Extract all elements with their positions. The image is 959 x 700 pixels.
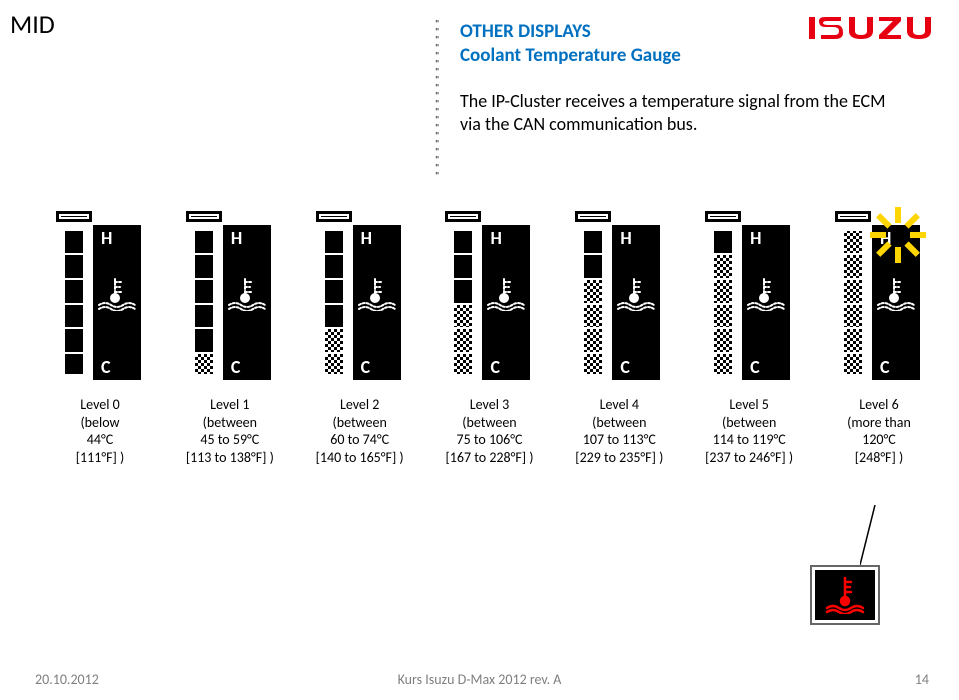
thermometer-icon xyxy=(227,277,267,311)
gauge-label-h: H xyxy=(361,227,372,249)
gauge-label-h: H xyxy=(490,227,501,249)
page-title: MID xyxy=(10,8,55,40)
gauge-caption: Level 5(between114 to 119°C[237 to 246°F… xyxy=(687,396,812,466)
gauge-level-4: H C Level 4(between107 to 113°C[229 to 235… xyxy=(559,225,679,466)
gauges-row: H C Level 0(below44°C[111°F] ) H C Level 1(be… xyxy=(40,225,939,466)
gauge-label-c: C xyxy=(490,356,500,378)
section-heading: OTHER DISPLAYS xyxy=(460,20,591,43)
gauge-caption: Level 3(between75 to 106°C[167 to 228°F]… xyxy=(427,396,552,466)
decorative-quotes: """""""""""""""""""" xyxy=(435,20,439,180)
gauge-label-c: C xyxy=(880,356,890,378)
temperature-warning-icon xyxy=(823,576,867,614)
gauge-caption: Level 6(more than120°C[248°F] ) xyxy=(816,396,941,466)
gauge-label-h: H xyxy=(880,227,891,249)
gauge-label-c: C xyxy=(101,356,111,378)
section-subheading: Coolant Temperature Gauge xyxy=(460,44,681,67)
gauge-caption: Level 4(between107 to 113°C[229 to 235°F… xyxy=(557,396,682,466)
gauge-level-1: H C Level 1(between45 to 59°C[113 to 138°F… xyxy=(170,225,290,466)
gauge-label-c: C xyxy=(231,356,241,378)
gauge-label-h: H xyxy=(101,227,112,249)
thermometer-icon xyxy=(746,277,786,311)
thermometer-icon xyxy=(97,277,137,311)
gauge-label-h: H xyxy=(231,227,242,249)
gauge-caption: Level 2(between60 to 74°C[140 to 165°F] … xyxy=(297,396,422,466)
gauge-level-3: H C Level 3(between75 to 106°C[167 to 228°… xyxy=(429,225,549,466)
brand-logo xyxy=(809,15,939,46)
section-body: The IP-Cluster receives a temperature si… xyxy=(460,90,890,137)
gauge-label-h: H xyxy=(620,227,631,249)
footer-center: Kurs Isuzu D-Max 2012 rev. A xyxy=(0,671,959,688)
gauge-label-h: H xyxy=(750,227,761,249)
gauge-level-6: H C Level 6(more than120°C[248°F] ) xyxy=(819,225,939,466)
thermometer-icon xyxy=(357,277,397,311)
warning-callout-box xyxy=(810,565,880,625)
thermometer-icon xyxy=(486,277,526,311)
gauge-caption: Level 1(between45 to 59°C[113 to 138°F] … xyxy=(167,396,292,466)
gauge-level-0: H C Level 0(below44°C[111°F] ) xyxy=(40,225,160,466)
footer-page-number: 14 xyxy=(915,671,929,688)
gauge-caption: Level 0(below44°C[111°F] ) xyxy=(38,396,163,466)
gauge-label-c: C xyxy=(750,356,760,378)
thermometer-icon xyxy=(876,277,916,311)
gauge-label-c: C xyxy=(361,356,371,378)
gauge-level-5: H C Level 5(between114 to 119°C[237 to 246… xyxy=(689,225,809,466)
gauge-level-2: H C Level 2(between60 to 74°C[140 to 165°F… xyxy=(300,225,420,466)
gauge-label-c: C xyxy=(620,356,630,378)
thermometer-icon xyxy=(616,277,656,311)
callout-line xyxy=(860,505,900,565)
